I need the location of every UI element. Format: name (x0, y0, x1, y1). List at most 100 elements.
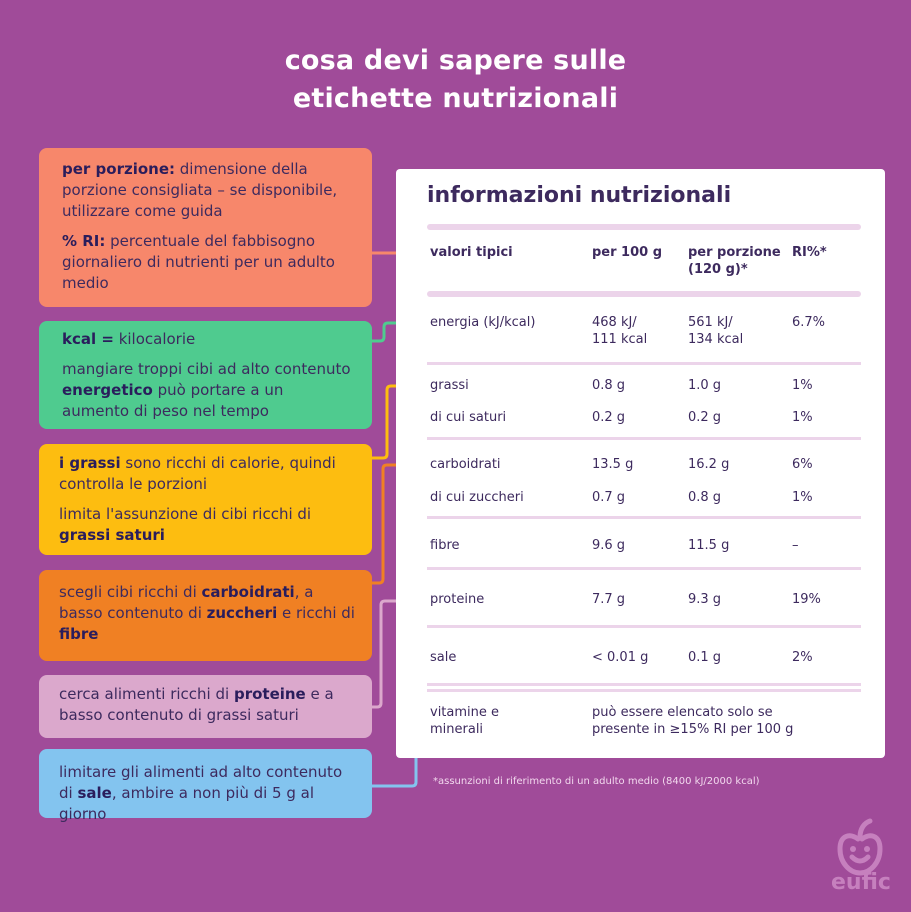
card-salt: limitare gli alimenti ad alto contenuto … (39, 749, 372, 823)
energy-100g-kj: 468 kJ/ (592, 315, 637, 330)
row-salt-100g: < 0.01 g (592, 650, 649, 665)
ri-term: % RI: (62, 232, 106, 250)
ri-text: percentuale del fabbisogno giornaliero d… (62, 232, 335, 292)
apple-face-icon (837, 818, 883, 876)
kcal-advice-a: mangiare troppi cibi ad alto contenuto (62, 360, 351, 378)
vitamins-name-b: minerali (430, 722, 484, 737)
row-salt-portion: 0.1 g (688, 650, 722, 665)
divider (427, 437, 861, 440)
salt-term: sale (77, 784, 112, 802)
salt-text-1: limitare gli alimenti ad alto contenuto … (59, 763, 343, 802)
eufic-logo-text: eufic (831, 870, 891, 895)
row-fibre-ri: – (792, 538, 799, 553)
vitamins-note-a: può essere elencato solo se (592, 705, 773, 720)
row-fibre-name: fibre (430, 538, 460, 553)
row-energy-100g: 468 kJ/111 kcal (592, 314, 647, 348)
kcal-term: kcal = (62, 330, 114, 348)
divider (427, 362, 861, 365)
ri-definition: % RI: percentuale del fabbisogno giornal… (62, 231, 352, 294)
fat-text: sono ricchi di calorie, quindi controlla… (59, 454, 336, 493)
fat-advice-1: i grassi sono ricchi di calorie, quindi … (59, 453, 356, 495)
row-sugar-100g: 0.7 g (592, 490, 626, 505)
kcal-definition: kcal = kilocalorie (62, 329, 352, 350)
card-protein: cerca alimenti ricchi di proteine e a ba… (39, 675, 372, 738)
carbs-advice: scegli cibi ricchi di carboidrati, a bas… (59, 582, 356, 645)
row-sugar-ri: 1% (792, 490, 813, 505)
portion-term: per porzione: (62, 160, 175, 178)
vitamins-name-a: vitamine e (430, 705, 500, 720)
card-kcal: kcal = kilocalorie mangiare troppi cibi … (39, 321, 372, 429)
row-carbs-name: carboidrati (430, 457, 501, 472)
row-fat-name: grassi (430, 378, 469, 393)
row-sat-100g: 0.2 g (592, 410, 626, 425)
row-fat-portion: 1.0 g (688, 378, 722, 393)
energy-portion-kj: 561 kJ/ (688, 315, 733, 330)
sugar-term: zuccheri (206, 604, 278, 622)
connector-protein (372, 599, 416, 709)
kcal-advice: mangiare troppi cibi ad alto contenuto e… (62, 359, 352, 422)
row-sat-portion: 0.2 g (688, 410, 722, 425)
protein-text-2: e a basso contenuto di grassi saturi (59, 685, 334, 724)
row-carbs-100g: 13.5 g (592, 457, 634, 472)
title-line-2: etichette nutrizionali (292, 83, 619, 114)
header-per-portion-b: (120 g)* (688, 262, 748, 277)
row-vitamins-name: vitamine e minerali (430, 704, 499, 738)
divider (427, 683, 861, 686)
carbs-text-1: scegli cibi ricchi di (59, 583, 202, 601)
divider (427, 224, 861, 230)
carbs-text-3: e ricchi di (277, 604, 355, 622)
connector-kcal (372, 321, 416, 343)
row-energy-name: energia (kJ/kcal) (430, 315, 536, 330)
connector-carbs (372, 463, 416, 585)
header-per-portion: per porzione (120 g)* (688, 244, 781, 278)
kcal-advice-bold: energetico (62, 381, 153, 399)
row-sugar-name: di cui zuccheri (430, 490, 524, 505)
salt-advice: limitare gli alimenti ad alto contenuto … (59, 762, 356, 825)
nutrition-panel: informazioni nutrizionali valori tipici … (396, 169, 885, 758)
header-ri: RI%* (792, 245, 827, 260)
protein-term: proteine (233, 685, 306, 703)
protein-text-1: cerca alimenti ricchi di (59, 685, 234, 703)
fibre-term: fibre (59, 625, 99, 643)
row-fat-100g: 0.8 g (592, 378, 626, 393)
row-carbs-ri: 6% (792, 457, 813, 472)
row-carbs-portion: 16.2 g (688, 457, 730, 472)
title-line-1: cosa devi sapere sulle (284, 45, 627, 76)
page-title: cosa devi sapere sulle etichette nutrizi… (0, 42, 911, 118)
divider (427, 625, 861, 628)
protein-advice: cerca alimenti ricchi di proteine e a ba… (59, 684, 356, 726)
row-protein-portion: 9.3 g (688, 592, 722, 607)
row-fibre-100g: 9.6 g (592, 538, 626, 553)
portion-text: dimensione della porzione consigliata – … (62, 160, 338, 220)
connector-salt (372, 658, 418, 788)
panel-title: informazioni nutrizionali (427, 183, 732, 208)
divider (427, 516, 861, 519)
energy-portion-kcal: 134 kcal (688, 332, 744, 347)
header-per-100g: per 100 g (592, 245, 663, 260)
row-salt-name: sale (430, 650, 457, 665)
row-sat-name: di cui saturi (430, 410, 507, 425)
fat-advice-2: limita l'assunzione di cibi ricchi di gr… (59, 504, 356, 546)
row-protein-100g: 7.7 g (592, 592, 626, 607)
divider (427, 291, 861, 297)
card-portion: per porzione: dimensione della porzione … (39, 148, 372, 307)
row-sat-ri: 1% (792, 410, 813, 425)
row-salt-ri: 2% (792, 650, 813, 665)
row-fibre-portion: 11.5 g (688, 538, 730, 553)
carbs-text-2: , a basso contenuto di (59, 583, 314, 622)
fat-term: i grassi (59, 454, 121, 472)
kcal-text: kilocalorie (113, 330, 196, 348)
energy-100g-kcal: 111 kcal (592, 332, 648, 347)
kcal-advice-b: può portare a un aumento di peso nel tem… (62, 381, 284, 420)
footnote: *assunzioni di riferimento di un adulto … (433, 776, 760, 787)
divider (427, 567, 861, 570)
connector-fat (372, 384, 416, 460)
row-vitamins-note: può essere elencato solo se presente in ≥… (592, 704, 793, 738)
card-carbs: scegli cibi ricchi di carboidrati, a bas… (39, 570, 372, 661)
card-fat: i grassi sono ricchi di calorie, quindi … (39, 444, 372, 555)
header-per-portion-a: per porzione (688, 245, 781, 260)
divider (427, 689, 861, 692)
row-sugar-portion: 0.8 g (688, 490, 722, 505)
row-protein-name: proteine (430, 592, 485, 607)
portion-definition: per porzione: dimensione della porzione … (62, 159, 352, 222)
